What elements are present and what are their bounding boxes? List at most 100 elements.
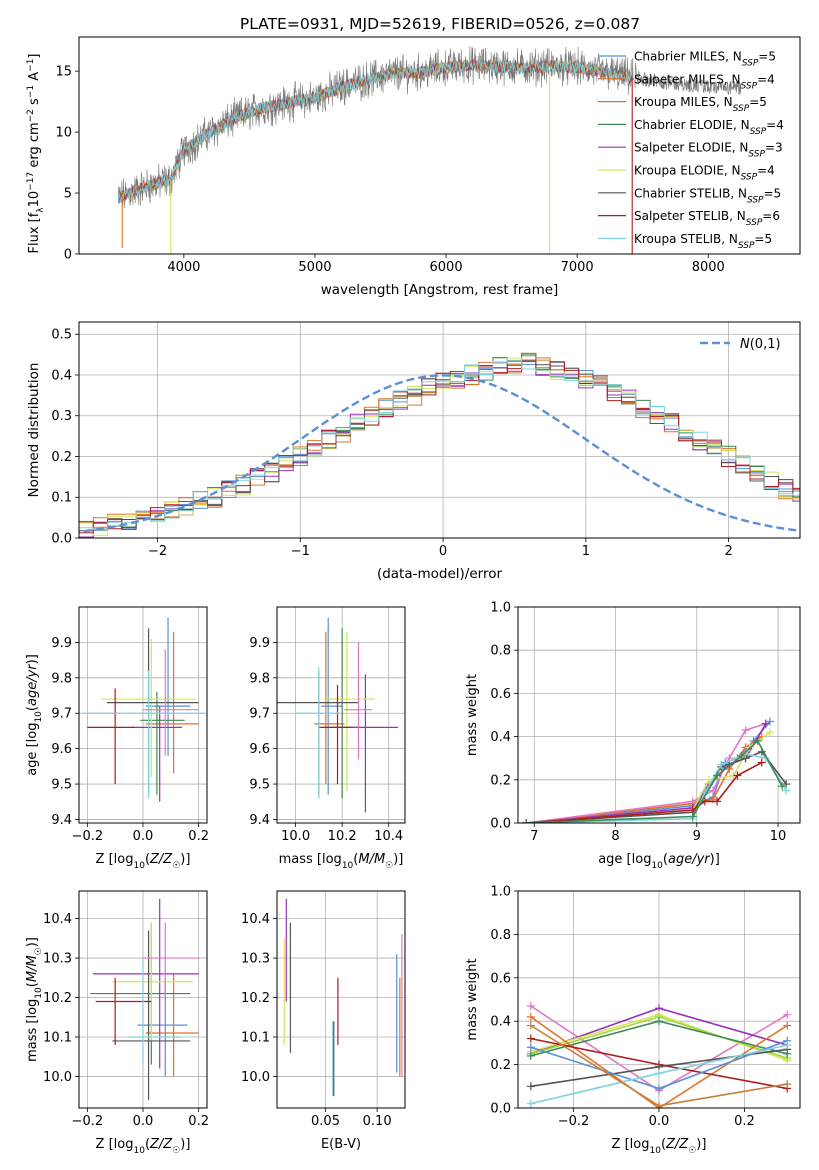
weight-marker: [778, 782, 787, 791]
x-tick-label: 9: [693, 829, 701, 844]
y-tick-label: 10.3: [241, 952, 270, 967]
x-tick-label: 8000: [692, 260, 725, 275]
errorbar-point: [321, 617, 343, 795]
weight-marker: [713, 797, 722, 806]
x-tick-label: −0.2: [72, 1114, 104, 1129]
legend-label: Kroupa STELIB, NSSP=5: [634, 232, 772, 251]
legend: Chabrier MILES, NSSP=5 Salpeter MILES, NS…: [598, 50, 784, 251]
weight-marker: [765, 717, 774, 726]
errorbar-point: [95, 977, 152, 1045]
legend-label: Salpeter MILES, NSSP=4: [634, 72, 775, 91]
weight-marker: [761, 719, 770, 728]
y-tick-label: 0.0: [490, 1102, 511, 1117]
x-tick-label: 0.0: [649, 1114, 670, 1129]
axes-frame: [517, 890, 801, 1109]
x-tick-label: 2: [724, 544, 732, 559]
x-tick-label: 10.4: [374, 829, 403, 844]
weight-series: [522, 747, 791, 823]
x-tick-label: 1: [582, 544, 590, 559]
errorbar-point: [143, 649, 199, 756]
x-tick-label: −1: [291, 544, 310, 559]
errorbar-point: [323, 631, 375, 792]
y-tick-label: 10.0: [241, 1070, 270, 1085]
weight-marker: [765, 728, 774, 737]
weight-series: [526, 1041, 792, 1108]
x-tick-label: −2: [148, 544, 167, 559]
weight-marker: [713, 771, 722, 780]
x-axis-label: mass [log10(M/M☉)]: [279, 852, 404, 871]
y-tick-label: 0.2: [490, 773, 511, 788]
y-tick-label: 9.9: [249, 636, 270, 651]
y-axis-label: mass weight: [465, 958, 480, 1040]
weight-marker: [783, 1080, 792, 1089]
y-tick-label: 10.1: [43, 1030, 72, 1045]
weight-marker: [655, 1069, 663, 1078]
figure-title: PLATE=0931, MJD=52619, FIBERID=0526, z=0…: [240, 15, 640, 33]
y-tick-label: 10.4: [241, 912, 270, 927]
y-tick-label: 9.6: [51, 742, 72, 757]
weight-line: [525, 722, 767, 823]
y-axis-label: Flux [fλ10−17 erg cm−2 s−1 A−1]: [26, 54, 46, 254]
y-tick-label: 0.4: [51, 368, 72, 383]
weight-marker: [526, 1012, 535, 1021]
histogram-series: [79, 359, 800, 530]
y-tick-label: 9.7: [51, 707, 72, 722]
axes-frame: [78, 606, 208, 824]
plot-area: [117, 46, 742, 254]
weight-marker: [737, 752, 746, 761]
weight-marker: [753, 736, 762, 745]
y-tick-label: 1.0: [490, 601, 511, 616]
y-tick-label: 9.8: [249, 671, 270, 686]
errorbar-point: [318, 684, 352, 785]
x-axis-label: age [log10(age/yr)]: [598, 852, 720, 871]
weight-marker: [757, 758, 766, 767]
x-tick-label: 0.10: [363, 1114, 392, 1129]
x-axis-label: wavelength [Angstrom, rest frame]: [321, 282, 559, 298]
weight-marker: [783, 1010, 792, 1019]
x-tick-label: 10.0: [281, 829, 310, 844]
weight-marker: [783, 1021, 792, 1030]
legend-label: Kroupa MILES, NSSP=5: [634, 95, 767, 114]
errorbar-point: [295, 667, 340, 799]
errorbar-point: [87, 688, 135, 785]
y-tick-label: 0.6: [490, 687, 511, 702]
y-axis-label: age [log10(age/yr)]: [25, 654, 44, 776]
weight-marker: [526, 1021, 535, 1030]
legend-label: Chabrier MILES, NSSP=5: [634, 50, 776, 69]
y-tick-label: 10.1: [241, 1030, 270, 1045]
legend-label: N(0,1): [740, 337, 781, 352]
axes-frame: [78, 36, 801, 255]
errorbar-point: [137, 977, 188, 1077]
panel-z_vs_mass: −0.2 0.0 0.2 10.0 10.1 10.2 10.3 10.4 Z [log10(Z…: [25, 890, 209, 1156]
weight-marker: [717, 760, 726, 769]
x-tick-label: −0.2: [72, 829, 104, 844]
y-tick-label: 9.6: [249, 742, 270, 757]
plot-area: [518, 607, 800, 823]
axes-frame: [517, 606, 801, 824]
weight-line: [526, 761, 763, 823]
x-tick-label: −0.2: [558, 1114, 590, 1129]
weight-line: [526, 739, 783, 823]
y-tick-label: 10.4: [43, 912, 72, 927]
panel-spectrum: 4000 5000 6000 7000 8000 0 5 10 15 wavelength [An…: [26, 36, 801, 298]
y-tick-label: 0.3: [51, 409, 72, 424]
x-tick-label: 0.0: [133, 1114, 154, 1129]
x-tick-label: 0.2: [188, 829, 209, 844]
y-tick-label: 9.7: [249, 707, 270, 722]
y-tick-label: 9.4: [249, 813, 270, 828]
weight-marker: [526, 1051, 535, 1060]
y-tick-label: 0.8: [490, 644, 511, 659]
plot-area: [79, 322, 800, 538]
y-tick-label: 0.6: [490, 971, 511, 986]
legend-label: Kroupa ELODIE, NSSP=4: [634, 164, 775, 183]
y-tick-label: 0.0: [490, 817, 511, 832]
y-tick-label: 10.0: [43, 1070, 72, 1085]
y-tick-label: 0.8: [490, 928, 511, 943]
y-tick-label: 9.8: [51, 671, 72, 686]
axes-frame: [276, 890, 406, 1109]
errorbar-point: [145, 617, 191, 756]
panel-z_vs_age: −0.2 0.0 0.2 9.4 9.5 9.6 9.7 9.8 9.9 Z [log10(Z/Z…: [25, 606, 209, 871]
weight-marker: [526, 1099, 535, 1108]
x-tick-label: 4000: [167, 260, 200, 275]
